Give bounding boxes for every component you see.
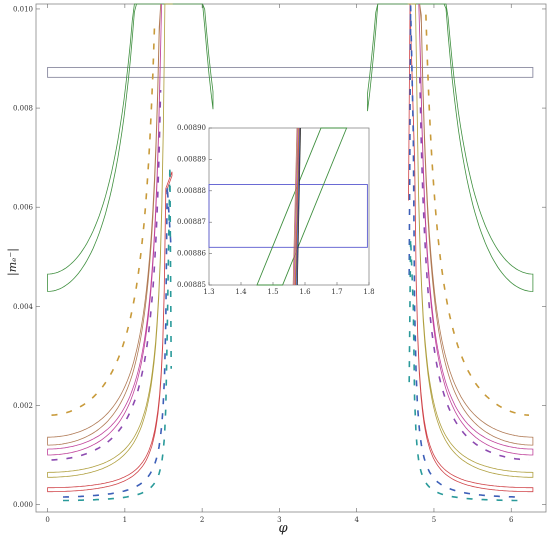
series-2-band-right <box>418 3 534 456</box>
inset-y-tick-label: 0.00885 <box>177 281 206 289</box>
series-1-band-right <box>419 3 534 446</box>
series-1-band-left <box>47 3 162 446</box>
series-5-dashed-right <box>425 14 530 416</box>
inset-y-tick-label: 0.00886 <box>177 250 206 258</box>
series-8-dashed-left <box>63 165 172 502</box>
x-tick-label: 6 <box>509 516 514 524</box>
series-7-dashed-right <box>408 5 518 498</box>
series-3-band-left <box>47 3 173 478</box>
main-frame <box>35 3 547 513</box>
x-tick-label: 5 <box>432 516 436 524</box>
y-tick-label: 0.006 <box>13 204 34 212</box>
series-7-dashed-left <box>63 185 172 498</box>
inset-line-4 <box>295 127 301 286</box>
series-0-band-left <box>47 3 214 292</box>
y-axis-label: |mₑ⁻| <box>6 248 20 276</box>
series-6-dashed-left <box>51 89 162 461</box>
inset-line-1 <box>293 127 299 286</box>
series-2-band-left <box>47 3 162 456</box>
main-plot: 0 1 2 3 4 5 6 0.000 0.002 0.004 0.006 0.008 0.010 <box>13 3 547 524</box>
inset-x-tick-label: 1.7 <box>331 288 342 296</box>
y-tick-label: 0.000 <box>13 501 33 509</box>
inset-line-5 <box>296 127 301 286</box>
inset-y-tick-label: 0.00888 <box>177 187 206 195</box>
x-tick-label: 2 <box>200 516 204 524</box>
x-tick-label: 0 <box>45 516 49 524</box>
inset-line-3 <box>295 127 300 286</box>
data-range-band <box>47 66 534 78</box>
inset-plot: 1.3 1.4 1.5 1.6 1.7 1.8 0.00885 0.00886 0.00887 0… <box>177 120 375 301</box>
inset-x-tick-label: 1.6 <box>299 288 311 296</box>
series-0-band-right <box>367 3 534 292</box>
series-3-band-right <box>407 3 534 478</box>
series-4-band-right <box>408 3 534 493</box>
inset-y-tick-label: 0.00887 <box>177 218 206 226</box>
series-8-dashed-right <box>408 238 518 502</box>
y-tick-label: 0.004 <box>13 303 34 311</box>
inset-data-rectangle <box>208 184 368 248</box>
inset-x-tick-label: 1.4 <box>235 288 247 296</box>
y-tick-label: 0.008 <box>13 105 33 113</box>
x-tick-label: 4 <box>354 516 359 524</box>
x-axis-label: φ <box>278 521 288 536</box>
inset-line-2 <box>294 127 299 286</box>
inset-y-tick-label: 0.00890 <box>177 124 206 132</box>
inset-x-tick-label: 1.8 <box>363 288 374 296</box>
series-4-band-left <box>47 171 173 493</box>
y-tick-label: 0.002 <box>13 402 33 410</box>
inset-y-tick-label: 0.00889 <box>177 155 206 163</box>
series-5-dashed-left <box>51 22 156 416</box>
inset-background <box>179 120 375 301</box>
inset-x-tick-label: 1.3 <box>203 288 214 296</box>
y-tick-label: 0.010 <box>13 5 33 13</box>
series-6-dashed-right <box>419 77 530 461</box>
inset-line-0 <box>292 127 298 286</box>
inset-x-tick-label: 1.5 <box>267 288 278 296</box>
x-tick-label: 3 <box>277 516 281 524</box>
x-tick-label: 1 <box>123 516 127 524</box>
